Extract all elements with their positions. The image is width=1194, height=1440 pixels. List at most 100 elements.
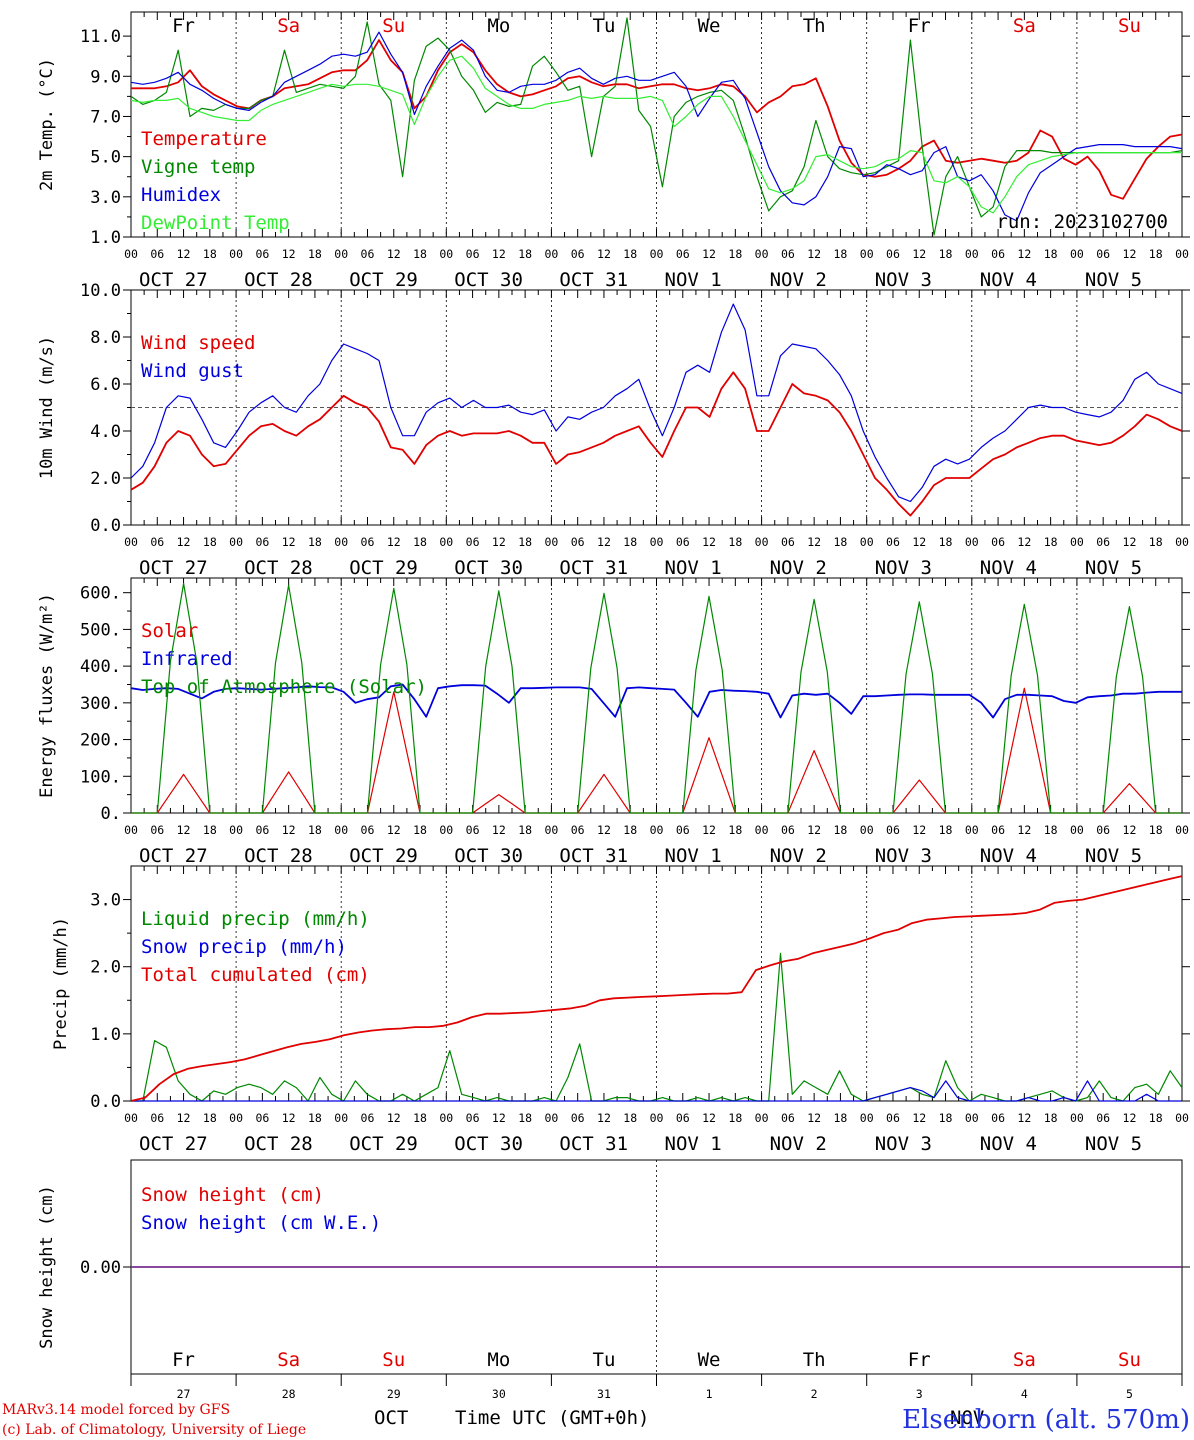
hour-tick-label: 18 (1044, 1111, 1058, 1125)
hour-tick-label: 12 (282, 247, 296, 261)
series-line-vigne-temp (130, 17, 1183, 236)
hour-tick-label: 06 (781, 823, 795, 837)
y-tick-label: 600. (80, 584, 121, 604)
series-line-infrared (130, 683, 1182, 719)
hour-tick-label: 12 (282, 823, 296, 837)
date-label: NOV 1 (665, 557, 722, 579)
legend-entry: Humidex (141, 184, 221, 206)
day-number-label: 29 (387, 1387, 401, 1401)
day-of-week-label: We (698, 1349, 721, 1371)
hour-tick-label: 06 (361, 1111, 375, 1125)
hour-tick-label: 00 (1175, 535, 1189, 549)
hour-tick-label: 06 (886, 823, 900, 837)
legend-entry: Solar (141, 620, 198, 642)
hour-tick-label: 06 (571, 823, 585, 837)
date-label: NOV 3 (875, 269, 932, 291)
hour-tick-label: 12 (282, 1111, 296, 1125)
hour-tick-label: 06 (781, 247, 795, 261)
panel-2: 00 06 12 18 00 06 12 18 00 06 12 18 00 06 12 18 00 06 12 18… (37, 281, 1190, 579)
day-of-week-label: Su (1118, 15, 1141, 37)
day-of-week-label: Su (382, 15, 405, 37)
day-number-label: 27 (177, 1387, 191, 1401)
hour-tick-label: 00 (1175, 823, 1189, 837)
y-tick-label: 4.0 (90, 422, 121, 442)
date-label: NOV 1 (665, 845, 722, 867)
day-of-week-label: Fr (172, 15, 195, 37)
hour-tick-label: 00 (965, 247, 979, 261)
y-tick-label: 1.0 (90, 228, 121, 248)
hour-tick-label: 12 (177, 1111, 191, 1125)
hour-tick-label: 12 (807, 1111, 821, 1125)
series-line-dewpoint-temp (130, 55, 1182, 214)
date-label: NOV 4 (980, 1133, 1037, 1155)
hour-tick-label: 00 (544, 1111, 558, 1125)
hour-tick-label: 00 (1070, 247, 1084, 261)
hour-tick-label: 18 (833, 247, 847, 261)
y-axis-title: Precip (mm/h) (51, 917, 71, 1050)
hour-tick-label: 00 (755, 247, 769, 261)
date-label: OCT 31 (559, 845, 628, 867)
y-tick-label: 500. (80, 620, 121, 640)
hour-tick-label: 12 (1017, 823, 1031, 837)
legend-entry: Vigne temp (141, 156, 255, 178)
legend-entry: Top of Atmosphere (Solar) (141, 676, 427, 698)
y-tick-label: 9.0 (90, 67, 121, 87)
date-label: NOV 5 (1085, 1133, 1142, 1155)
date-label: OCT 28 (244, 557, 313, 579)
legend-entry: Snow height (cm) (141, 1184, 324, 1206)
hour-tick-label: 12 (177, 247, 191, 261)
y-tick-label: 2.0 (90, 469, 121, 489)
y-tick-label: 100. (80, 767, 121, 787)
date-label: OCT 31 (559, 1133, 628, 1155)
hour-tick-label: 00 (1070, 535, 1084, 549)
y-tick-label: 200. (80, 731, 121, 751)
hour-tick-label: 18 (1044, 535, 1058, 549)
hour-tick-label: 12 (387, 535, 401, 549)
hour-tick-label: 18 (1044, 823, 1058, 837)
legend-entry: Snow precip (mm/h) (141, 936, 347, 958)
hour-tick-label: 06 (571, 247, 585, 261)
run-label: run: 2023102700 (996, 211, 1168, 233)
hour-tick-label: 00 (1070, 1111, 1084, 1125)
hour-tick-label: 00 (755, 535, 769, 549)
hour-tick-label: 12 (1017, 1111, 1031, 1125)
hour-tick-label: 12 (702, 247, 716, 261)
hour-tick-label: 00 (650, 247, 664, 261)
hour-tick-label: 06 (466, 535, 480, 549)
hour-tick-label: 18 (1149, 1111, 1163, 1125)
hour-tick-label: 12 (702, 1111, 716, 1125)
hour-tick-label: 06 (1096, 1111, 1110, 1125)
date-label: OCT 27 (139, 1133, 208, 1155)
y-tick-label: 8.0 (90, 328, 121, 348)
hour-tick-label: 06 (676, 535, 690, 549)
date-label: NOV 5 (1085, 269, 1142, 291)
hour-tick-label: 18 (728, 535, 742, 549)
hour-tick-label: 00 (965, 535, 979, 549)
y-tick-label: 7.0 (90, 107, 121, 127)
hour-tick-label: 06 (150, 535, 164, 549)
hour-tick-label: 18 (203, 1111, 217, 1125)
hour-tick-label: 12 (492, 535, 506, 549)
date-label: OCT 30 (454, 557, 523, 579)
date-label: OCT 30 (454, 269, 523, 291)
legend-entry: Temperature (141, 128, 267, 150)
day-number-label: 4 (1021, 1387, 1028, 1401)
hour-tick-label: 18 (518, 535, 532, 549)
y-tick-label: 300. (80, 694, 121, 714)
hour-tick-label: 12 (177, 823, 191, 837)
hour-tick-label: 00 (229, 1111, 243, 1125)
hour-tick-label: 00 (544, 823, 558, 837)
hour-tick-label: 12 (282, 535, 296, 549)
hour-tick-label: 06 (466, 1111, 480, 1125)
hour-tick-label: 12 (807, 247, 821, 261)
hour-tick-label: 18 (833, 1111, 847, 1125)
hour-tick-label: 06 (676, 823, 690, 837)
date-label: NOV 4 (980, 557, 1037, 579)
date-label: NOV 3 (875, 557, 932, 579)
hour-tick-label: 12 (702, 535, 716, 549)
series-line-top-of-atmosphere-solar- (131, 582, 1182, 814)
day-of-week-label: Sa (1013, 15, 1036, 37)
date-label: OCT 27 (139, 845, 208, 867)
day-of-week-label: Su (382, 1349, 405, 1371)
day-of-week-label: We (698, 15, 721, 37)
